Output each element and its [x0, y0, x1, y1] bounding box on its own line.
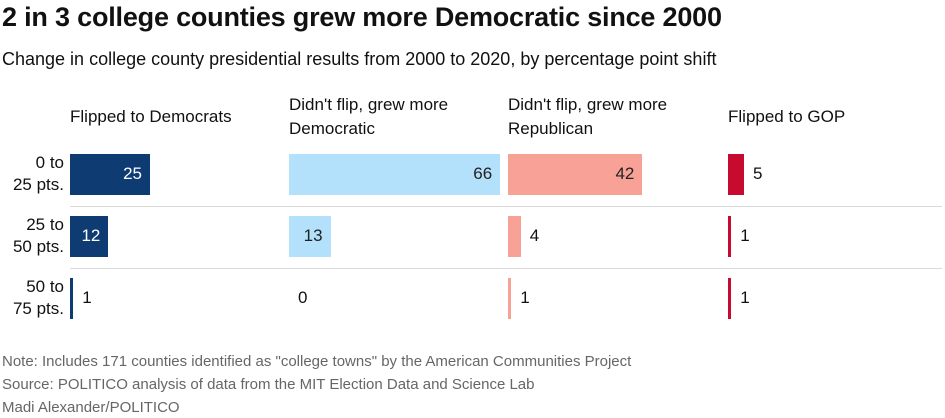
bar-3-row-3 [508, 277, 512, 319]
row-label-3: 50 to 75 pts. [0, 276, 64, 320]
bar-1-row-3 [70, 277, 74, 319]
value-label-1-1: 25 [123, 164, 142, 183]
bar-3-row-2 [508, 215, 521, 257]
column-header-3: Didn't flip, grew more Republican [508, 95, 668, 138]
column-header-4: Flipped to GOP [728, 107, 846, 126]
row-label-line: 75 pts. [12, 299, 64, 318]
chart-subtitle: Change in college county presidential re… [2, 49, 717, 69]
row-label-line: 50 to [26, 277, 64, 296]
row-label-2: 25 to 50 pts. [0, 214, 64, 258]
value-label-2-3: 0 [298, 288, 308, 307]
column-header-2: Didn't flip, grew more Democratic [289, 95, 449, 138]
bar-1-row-2 [70, 215, 109, 257]
footer-credit: Madi Alexander/POLITICO [2, 399, 180, 416]
bar-2-row-2 [289, 215, 331, 257]
column-header-1: Flipped to Democrats [70, 107, 232, 126]
row-label-line: 25 to [26, 215, 64, 234]
value-label-4-3: 1 [740, 288, 750, 307]
row-label-1: 0 to 25 pts. [0, 152, 64, 196]
bar-4-row-3 [728, 277, 732, 319]
row-separator-1 [70, 206, 942, 207]
bar-2-row-1 [289, 153, 501, 195]
bar-3-row-1 [508, 153, 643, 195]
row-label-line: 25 pts. [12, 175, 64, 194]
row-separator-2 [70, 268, 942, 269]
value-label-2-1: 66 [473, 164, 493, 183]
footer-source: Source: POLITICO analysis of data from t… [2, 376, 535, 393]
value-label-3-1: 42 [615, 164, 635, 183]
row-label-line: 0 to [35, 153, 64, 172]
bar-1-row-1 [70, 153, 150, 195]
value-label-3-3: 1 [520, 288, 530, 307]
value-label-4-2: 1 [740, 226, 750, 245]
value-label-1-3: 1 [82, 288, 92, 307]
value-label-1-2: 12 [81, 226, 101, 245]
value-label-2-2: 13 [303, 226, 323, 245]
bar-4-row-1 [728, 153, 744, 195]
footer-note: Note: Includes 171 counties identified a… [2, 353, 632, 370]
bar-4-row-2 [728, 215, 732, 257]
row-label-line: 50 pts. [12, 237, 64, 256]
value-label-3-2: 4 [529, 226, 540, 245]
chart-title: 2 in 3 college counties grew more Democr… [2, 2, 722, 32]
value-label-4-1: 5 [753, 164, 763, 183]
